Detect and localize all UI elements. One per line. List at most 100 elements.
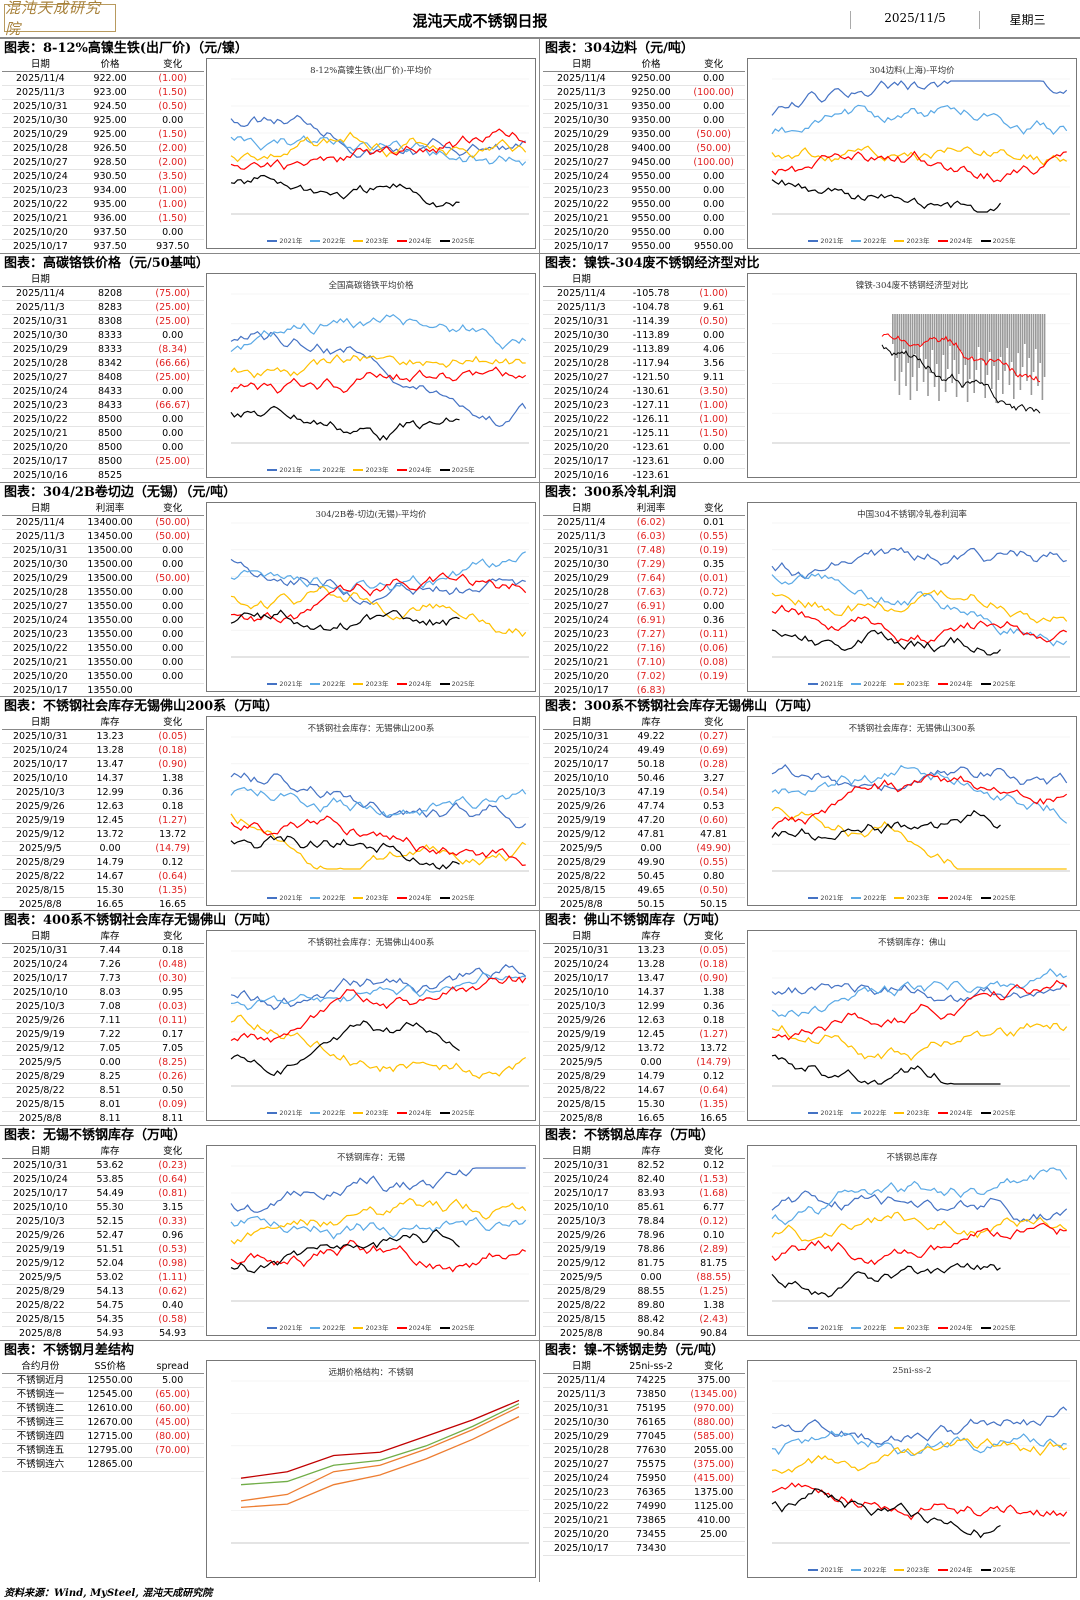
table-cell: 13.28 (78, 743, 142, 759)
chart-area: 304边料(上海)-平均价 2021年 2022年 2023年 2024年 2025年 (747, 58, 1077, 249)
legend-label: 2024年 (949, 1109, 973, 1117)
table-row: 2025/10/29 13500.00 (50.00) (2, 571, 204, 587)
table-cell: (1.68) (682, 1186, 745, 1202)
legend-item: 2024年 (396, 235, 432, 245)
compare-series-line (881, 333, 1041, 383)
legend-swatch (396, 683, 407, 685)
table-cell: 82.52 (619, 1158, 683, 1174)
spread-bar (894, 314, 896, 381)
table-cell: (0.11) (682, 627, 745, 643)
legend-item: 2023年 (353, 892, 389, 902)
data-table: 合约月份 SS价格 spread 不锈钢近月 12550.00 5.00 不锈钢连一 1254… (2, 1360, 204, 1473)
table-cell: 2025/8/29 (2, 855, 79, 871)
data-table: 日期 库存 变化 2025/10/31 82.52 0.12 2025/10/24 82.40… (543, 1145, 745, 1340)
table-row: 2025/8/15 54.35 (0.58) (2, 1312, 204, 1328)
chart-title: 不锈钢总库存 (886, 1153, 938, 1163)
table-row: 2025/10/22 9550.00 0.00 (543, 197, 745, 213)
spread-bar (984, 314, 986, 398)
table-cell: 2025/10/29 (2, 127, 79, 143)
table-cell: (8.25) (141, 1055, 204, 1071)
table-row: 不锈钢连一 12545.00 (65.00) (2, 1387, 204, 1403)
table-row: 2025/10/24 9550.00 0.00 (543, 169, 745, 185)
table-header-row: 日期 利润率 变化 (543, 502, 745, 517)
table-cell: 52.15 (78, 1214, 142, 1230)
table-cell: 2025/9/19 (543, 1242, 620, 1258)
legend-item: 2023年 (353, 678, 389, 688)
legend-label: 2023年 (365, 1109, 389, 1117)
column-header: 变化 (141, 58, 204, 73)
table-cell: 2025/10/17 (2, 1186, 79, 1202)
table-cell: 0.00 (141, 585, 204, 601)
table-cell: 2025/8/8 (2, 1111, 79, 1125)
table-cell: 2025/10/17 (543, 971, 620, 987)
series-line-2025年 (771, 629, 1001, 656)
table-cell: (6.02) (619, 515, 683, 531)
legend-label: 2022年 (322, 894, 346, 902)
table-cell: 0.18 (141, 799, 204, 815)
spread-bar (951, 314, 953, 383)
table-row: 2025/10/20 8500 0.00 (2, 440, 204, 456)
table-cell: 0.00 (619, 841, 683, 857)
table-cell: 50.15 (682, 897, 745, 910)
table-cell: 2025/10/21 (543, 1513, 620, 1529)
legend-swatch (353, 897, 364, 899)
legend-item: 2022年 (310, 1322, 345, 1332)
table-row: 2025/10/24 82.40 (1.53) (543, 1172, 745, 1188)
table-cell: (1.00) (141, 71, 204, 87)
legend-item: 2025年 (439, 1322, 475, 1332)
table-row: 2025/10/22 -126.11 (1.00) (543, 412, 745, 428)
column-header: 日期 (543, 930, 620, 945)
table-row: 2025/8/22 14.67 (0.64) (543, 1083, 745, 1099)
table-cell: (60.00) (141, 1401, 204, 1417)
table-cell: 934.00 (78, 183, 142, 199)
spread-bar (925, 314, 927, 359)
table-row: 2025/10/31 13500.00 0.00 (2, 543, 204, 559)
table-cell: 75950 (619, 1471, 683, 1487)
table-row: 2025/10/16 -123.61 (543, 468, 745, 482)
spread-bar (971, 314, 973, 356)
data-table: 日期 2025/11/4 8208 (75.00) 2025/11/3 8283 (25.0… (2, 273, 204, 482)
legend-swatch (894, 683, 905, 685)
table-cell: -113.89 (619, 328, 683, 344)
data-table: 日期 利润率 变化 2025/11/4 (6.02) 0.01 2025/11/3 (6.03… (543, 502, 745, 696)
table-row: 2025/9/19 7.22 0.17 (2, 1027, 204, 1043)
table-row: 2025/10/10 50.46 3.27 (543, 771, 745, 787)
table-cell: 0.00 (141, 669, 204, 685)
table-cell: (0.27) (682, 729, 745, 745)
table-cell: 2025/10/30 (543, 328, 620, 344)
legend-swatch (310, 240, 321, 242)
data-table: 日期 2025/11/4 -105.78 (1.00) 2025/11/3 -104.78… (543, 273, 745, 482)
table-cell: (375.00) (682, 1457, 745, 1473)
table-row: 2025/9/19 51.51 (0.53) (2, 1242, 204, 1258)
table-cell: 52.04 (78, 1256, 142, 1272)
compare-series-line (881, 344, 1041, 414)
table-cell: (0.53) (141, 1242, 204, 1258)
series-line-2021年 (230, 772, 527, 829)
table-header-row: 日期 25ni-ss-2 变化 (543, 1360, 745, 1375)
table-cell: 78.84 (619, 1214, 683, 1230)
series-line-2021年 (771, 764, 1068, 792)
table-row: 2025/10/17 7.73 (0.30) (2, 971, 204, 987)
legend-swatch (310, 897, 321, 899)
legend-swatch (808, 1569, 819, 1571)
chart-legend: 2021年 2022年 2023年 2024年 2025年 (748, 1107, 1076, 1117)
column-header: 日期 (2, 273, 79, 288)
curve-series-line (240, 1406, 520, 1502)
legend-label: 2023年 (365, 680, 389, 688)
table-cell: 55.30 (78, 1200, 142, 1216)
table-cell: 2025/8/15 (543, 1097, 620, 1113)
table-cell: 0.00 (141, 599, 204, 615)
table-row: 2025/8/8 16.65 16.65 (2, 897, 204, 910)
table-cell: (100.00) (682, 155, 745, 171)
spread-bar (980, 314, 982, 384)
table-cell: (66.66) (141, 356, 204, 372)
table-cell: (1.50) (141, 85, 204, 101)
legend-label: 2023年 (906, 1324, 930, 1332)
table-row: 2025/10/31 13.23 (0.05) (2, 729, 204, 745)
table-cell: 13550.00 (78, 669, 142, 685)
legend-item: 2025年 (439, 678, 475, 688)
table-cell: 75575 (619, 1457, 683, 1473)
table-cell: 0.00 (682, 113, 745, 129)
table-cell: 54.93 (78, 1326, 142, 1340)
table-cell: 0.12 (682, 1069, 745, 1085)
